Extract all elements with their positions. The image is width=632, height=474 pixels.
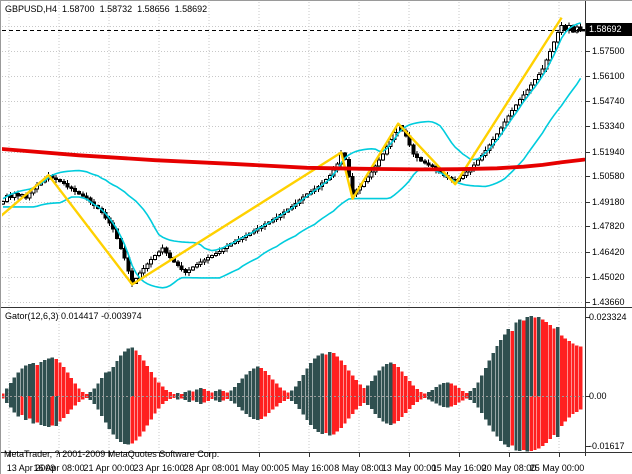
current-price-badge: 1.58692: [586, 23, 632, 36]
time-axis-label: 23 Apr 16:00: [133, 463, 185, 473]
open-value: 1.58700: [62, 4, 95, 14]
time-axis-label: 16 Apr 08:00: [33, 463, 85, 473]
price-axis-label: 1.56100: [592, 71, 625, 81]
time-axis-label: 8 May 08:00: [334, 463, 384, 473]
time-axis-label: 5 May 16:00: [284, 463, 334, 473]
copyright-label: MetaTrader, ? 2001-2009 MetaQuotes Softw…: [4, 449, 220, 459]
time-axis-label: 20 May 08:00: [481, 463, 537, 473]
price-axis-label: 1.47820: [592, 221, 625, 231]
low-value: 1.58656: [137, 4, 170, 14]
time-axis-label: 28 Apr 08:00: [183, 463, 235, 473]
time-axis-label: 21 Apr 00:00: [83, 463, 135, 473]
high-value: 1.58732: [99, 4, 133, 14]
price-axis-label: 1.53340: [592, 121, 625, 131]
time-axis-label: 25 May 00:00: [529, 463, 585, 473]
gator-axis-label: 0.023324: [589, 312, 627, 322]
time-axis-label: 1 May 00:00: [234, 463, 284, 473]
price-axis-label: 1.54740: [592, 96, 625, 106]
gator-indicator-label: Gator(12,6,3) 0.014417 -0.003974: [5, 311, 142, 321]
price-axis-label: 1.50580: [592, 171, 625, 181]
time-axis-label: 13 May 00:00: [381, 463, 437, 473]
main-chart-pane[interactable]: [1, 1, 585, 307]
price-axis-label: 1.49180: [592, 197, 625, 207]
close-value: 1.58692: [174, 4, 208, 14]
price-axis-label: 1.51940: [592, 147, 625, 157]
gator-axis-label: 0.00: [589, 391, 607, 401]
time-axis-label: 13 Apr 2009: [6, 463, 56, 473]
price-axis-label: 1.45020: [592, 272, 625, 282]
price-axis-label: 1.57500: [592, 46, 625, 56]
gator-pane[interactable]: [1, 308, 585, 452]
price-axis-label: 1.43660: [592, 297, 625, 307]
time-axis-label: 15 May 16:00: [431, 463, 487, 473]
symbol-timeframe: GBPUSD,H4: [5, 4, 58, 14]
price-axis-label: 1.46420: [592, 247, 625, 257]
gator-axis-label: -0.01617: [589, 441, 625, 451]
symbol-ohlc-label: GBPUSD,H4 1.58700 1.58732 1.58656 1.58692: [5, 4, 212, 14]
